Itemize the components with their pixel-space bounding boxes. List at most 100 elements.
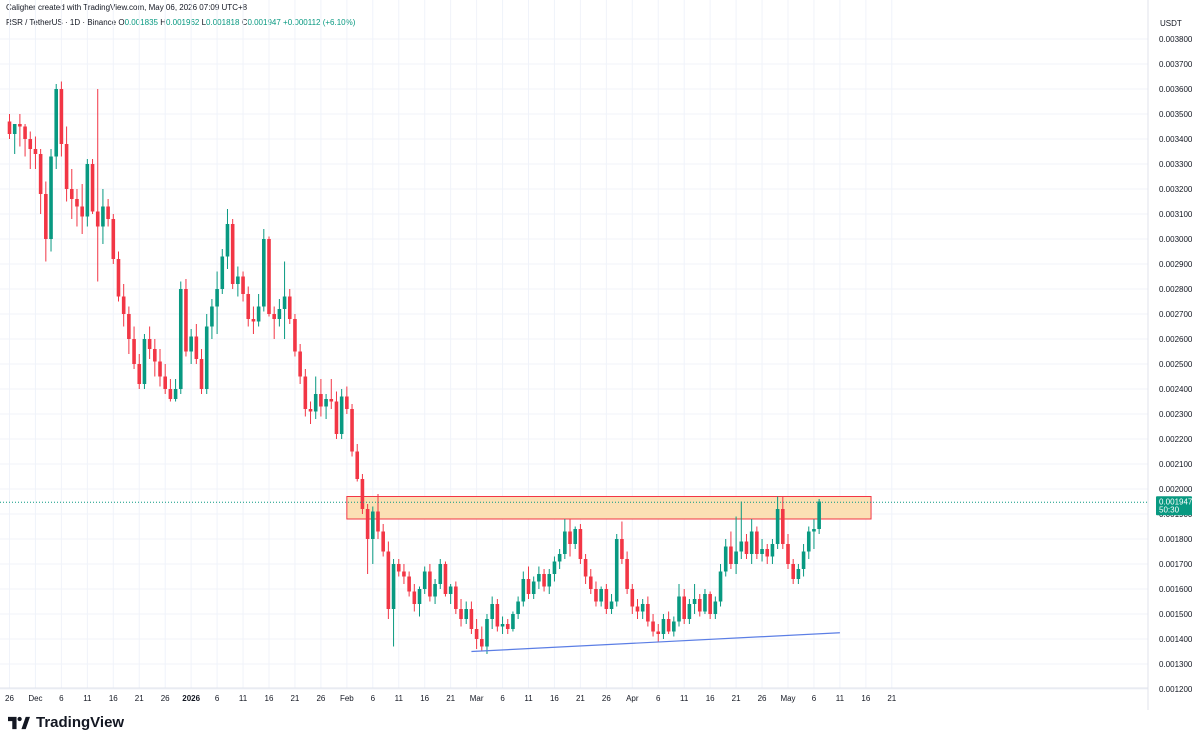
candle-body	[526, 579, 531, 594]
x-tick-label: 6	[812, 694, 817, 703]
candle-body	[708, 594, 712, 614]
candle-body	[324, 399, 328, 407]
candle-body	[531, 581, 536, 594]
candle-body	[479, 639, 484, 647]
x-tick-label: 21	[576, 694, 585, 703]
candle-body	[635, 606, 640, 612]
candle-body	[178, 289, 183, 389]
candle-body	[537, 574, 541, 582]
y-tick-label: 0.002300	[1159, 410, 1193, 419]
x-tick-label: 16	[861, 694, 870, 703]
candle-body	[75, 199, 79, 207]
candle-body	[469, 609, 474, 629]
candle-body	[542, 574, 546, 587]
candle-body	[137, 364, 142, 384]
y-tick-label: 0.001300	[1159, 660, 1193, 669]
y-tick-label: 0.002000	[1159, 485, 1193, 494]
candle-body	[319, 394, 323, 407]
candle-body	[256, 306, 261, 322]
resistance-zone	[346, 496, 872, 520]
candle-body	[355, 451, 360, 479]
candle-body	[262, 239, 266, 307]
axes-layer: 26 Dec 6 11 16 21 26 2026 6 11 16 21 26 Feb 6 11 16 21 Mar…	[0, 0, 1193, 710]
candle-body	[153, 349, 157, 362]
candle-body	[433, 584, 437, 597]
x-tick-label: 21	[446, 694, 455, 703]
candle-body	[101, 206, 105, 227]
candle-body	[443, 564, 448, 594]
tradingview-brand: TradingView	[36, 714, 125, 731]
candle-body	[755, 531, 759, 554]
candle-body	[142, 339, 147, 384]
candlestick-chart[interactable]: 26 Dec 6 11 16 21 26 2026 6 11 16 21 26 Feb 6 11 16 21 Mar…	[0, 0, 1200, 710]
candle-body	[666, 619, 671, 632]
candle-body	[225, 224, 230, 257]
candle-body	[277, 309, 282, 319]
candle-body	[230, 224, 235, 284]
candle-body	[630, 589, 635, 607]
candle-body	[407, 576, 411, 592]
candle-body	[132, 339, 136, 364]
candle-body	[599, 589, 603, 602]
candle-body	[417, 589, 422, 604]
candle-body	[625, 559, 629, 589]
y-tick-label: 0.001600	[1159, 585, 1193, 594]
y-tick-label: 0.001800	[1159, 535, 1193, 544]
candle-body	[204, 326, 209, 389]
candle-body	[38, 154, 43, 194]
candle-body	[49, 156, 53, 239]
candle-body	[459, 609, 463, 619]
candle-body	[428, 571, 432, 597]
candle-body	[505, 624, 510, 629]
candle-body	[775, 509, 780, 544]
candle-body	[557, 554, 562, 562]
candle-body	[412, 591, 417, 604]
candle-body	[594, 589, 598, 602]
candle-body	[282, 296, 287, 309]
y-tick-label: 0.002700	[1159, 310, 1193, 319]
candle-body	[80, 206, 84, 217]
candle-body	[23, 126, 27, 139]
candle-body	[448, 586, 453, 594]
x-tick-label: Dec	[28, 694, 42, 703]
candle-body	[64, 144, 69, 189]
candle-body	[121, 296, 126, 314]
x-tick-label: May	[780, 694, 795, 703]
candle-body	[220, 256, 225, 289]
candle-body	[812, 529, 816, 532]
high-value: 0.001962	[165, 18, 200, 27]
y-tick-label: 0.003400	[1159, 135, 1193, 144]
candle-body	[365, 509, 370, 539]
candle-body	[293, 319, 297, 352]
candle-body	[687, 604, 692, 619]
resistance-zone-layer	[346, 496, 872, 520]
candle-body	[661, 619, 666, 634]
y-tick-label: 0.002100	[1159, 460, 1193, 469]
x-tick-label: 26	[161, 694, 170, 703]
x-tick-label: 2026	[182, 694, 200, 703]
candle-body	[620, 539, 624, 559]
candle-body	[345, 396, 349, 409]
x-tick-label: 6	[500, 694, 505, 703]
y-tick-label: 0.002800	[1159, 285, 1193, 294]
candle-body	[781, 509, 785, 544]
candle-body	[241, 276, 245, 294]
y-tick-label: 0.003300	[1159, 160, 1193, 169]
x-tick-label: 16	[550, 694, 559, 703]
x-tick-label: 26	[602, 694, 611, 703]
candle-body	[651, 621, 655, 632]
x-tick-label: 21	[135, 694, 144, 703]
x-tick-label: 6	[656, 694, 661, 703]
x-tick-label: 11	[680, 694, 689, 703]
candle-body	[371, 511, 375, 539]
candle-body	[376, 511, 380, 532]
candle-body	[106, 206, 110, 219]
candle-body	[713, 601, 718, 614]
x-tick-label: 16	[706, 694, 715, 703]
candle-body	[298, 351, 302, 377]
last-price-badge	[1156, 496, 1192, 516]
candle-body	[272, 314, 276, 319]
candle-body	[568, 531, 572, 544]
candle-body	[786, 544, 790, 564]
candle-body	[760, 549, 764, 554]
